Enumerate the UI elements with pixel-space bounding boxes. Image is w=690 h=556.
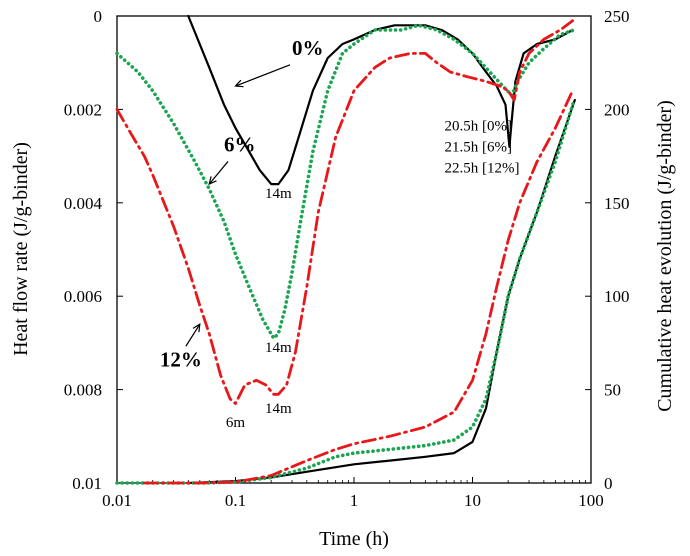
annotation-label: 14m bbox=[265, 340, 292, 356]
y-right-tick-label: 250 bbox=[604, 7, 630, 26]
annotation-label: 0% bbox=[292, 36, 324, 60]
y-left-tick-label: 0.004 bbox=[64, 194, 103, 213]
series-line-6pct-cumulative bbox=[115, 98, 576, 485]
y-right-tick-label: 100 bbox=[604, 287, 630, 306]
y-left-tick-label: 0.01 bbox=[72, 474, 102, 493]
annotation-label: 12% bbox=[160, 347, 202, 371]
series-line-6pct bbox=[115, 23, 576, 340]
annotation-label: 6m bbox=[226, 415, 246, 431]
annotations-group: 0% 6% 12% 14m 14m 14m 6m 20.5h [0%] 21.5h [6%] 22… bbox=[160, 36, 520, 431]
y-right-tick-label: 0 bbox=[604, 474, 613, 493]
annotation-arrow-line bbox=[185, 323, 201, 347]
series-line-0pct bbox=[187, 14, 574, 186]
y-left-axis-label: Heat flow rate (J/g-binder) bbox=[10, 142, 32, 356]
y-left-tick-label: 0 bbox=[94, 7, 103, 26]
y-left-tick-label: 0.008 bbox=[64, 381, 102, 400]
x-tick-label: 0.1 bbox=[225, 491, 246, 510]
plot-frame bbox=[116, 15, 592, 484]
annotation-label: 22.5h [12%] bbox=[444, 160, 519, 176]
annotation-arrow-line bbox=[235, 64, 291, 87]
x-tick-label: 100 bbox=[578, 491, 604, 510]
y-right-tick-label: 150 bbox=[604, 194, 630, 213]
annotation-label: 14m bbox=[265, 186, 292, 202]
y-right-tick-label: 200 bbox=[604, 100, 630, 119]
annotation-arrow-head bbox=[192, 323, 201, 333]
series-line-0pct-cumulative bbox=[187, 99, 576, 485]
annotation-arrow-head bbox=[208, 176, 217, 186]
x-tick-label: 10 bbox=[464, 491, 481, 510]
y-left-tick-label: 0.002 bbox=[64, 100, 102, 119]
y-left-tick-label: 0.006 bbox=[64, 287, 102, 306]
y-right-axis-label: Cumulative heat evolution (J/g-binder) bbox=[654, 100, 676, 412]
annotation-arrow-line bbox=[208, 161, 229, 185]
annotation-label: 6% bbox=[224, 132, 256, 156]
series-line-12pct bbox=[115, 19, 574, 405]
annotation-label: 14m bbox=[265, 401, 292, 417]
series-group bbox=[115, 14, 576, 485]
x-axis-label: Time (h) bbox=[319, 528, 389, 550]
annotation-label: 20.5h [0%] bbox=[444, 118, 512, 134]
x-tick-label: 0.01 bbox=[102, 491, 132, 510]
y-right-tick-label: 50 bbox=[604, 381, 621, 400]
series-line-12pct-cumulative bbox=[142, 89, 574, 485]
x-tick-label: 1 bbox=[350, 491, 359, 510]
annotation-label: 21.5h [6%] bbox=[444, 139, 512, 155]
annotation-arrow-head bbox=[234, 79, 244, 88]
